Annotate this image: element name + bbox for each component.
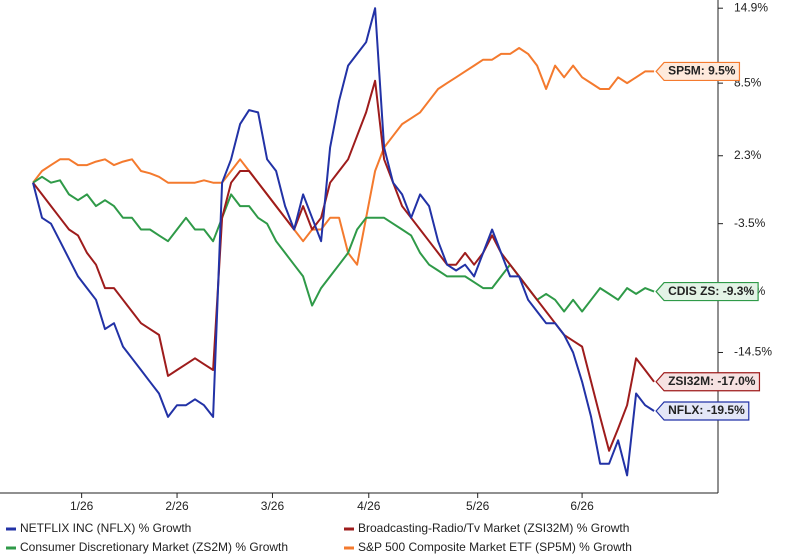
end-tag-box xyxy=(655,372,761,392)
y-tick-label: 14.9% xyxy=(734,0,768,14)
legend-label: Broadcasting-Radio/Tv Market (ZSI32M) % … xyxy=(358,521,629,535)
end-tag-label: SP5M: 9.5% xyxy=(668,64,736,78)
legend-label: Consumer Discretionary Market (ZS2M) % G… xyxy=(20,540,288,554)
x-tick-label: 6/26 xyxy=(570,499,594,513)
series-line xyxy=(32,175,655,313)
end-tag-box xyxy=(655,281,759,302)
end-tag-box xyxy=(655,401,750,421)
x-tick-label: 3/26 xyxy=(261,499,285,513)
end-tag: ZSI32M: -17.0% xyxy=(655,372,761,392)
end-tag-label: NFLX: -19.5% xyxy=(668,403,745,417)
y-tick-label: 8.5% xyxy=(734,75,762,89)
series-line xyxy=(32,47,655,266)
x-tick-label: 2/26 xyxy=(165,499,189,513)
end-tag: CDIS ZS: -9.3% xyxy=(655,281,759,302)
x-tick-label: 1/26 xyxy=(70,499,94,513)
x-tick-label: 4/26 xyxy=(357,499,381,513)
y-tick-label: -3.5% xyxy=(734,216,766,230)
end-tag-label: ZSI32M: -17.0% xyxy=(668,374,756,388)
end-tag-label: CDIS ZS: -9.3% xyxy=(668,284,754,298)
x-tick-label: 5/26 xyxy=(466,499,490,513)
legend-label: S&P 500 Composite Market ETF (SP5M) % Gr… xyxy=(358,540,632,554)
legend-label: NETFLIX INC (NFLX) % Growth xyxy=(20,521,191,535)
y-tick-label: 2.3% xyxy=(734,148,762,162)
y-tick-label: -14.5% xyxy=(734,345,772,359)
end-tag: SP5M: 9.5% xyxy=(655,61,741,82)
end-tag: NFLX: -19.5% xyxy=(655,401,750,421)
series-line xyxy=(32,79,655,452)
end-tag-box xyxy=(655,61,741,82)
series-line xyxy=(32,7,655,477)
